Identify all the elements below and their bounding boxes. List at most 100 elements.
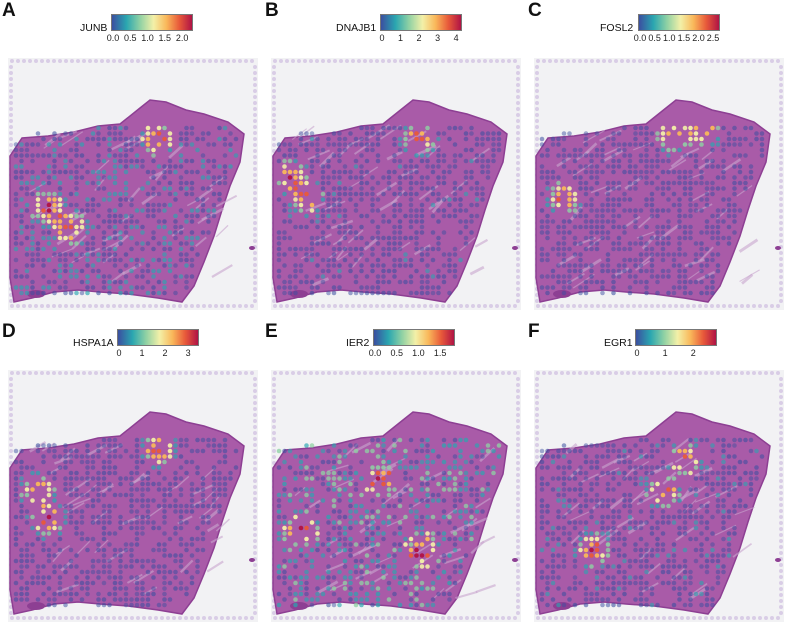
expression-spot (101, 257, 107, 263)
expression-spot (30, 514, 35, 520)
border-spot (516, 593, 520, 597)
expression-spot (178, 257, 184, 263)
expression-spot (282, 564, 287, 569)
expression-spot (474, 202, 480, 208)
expression-spot (195, 169, 200, 175)
expression-spot (627, 208, 633, 213)
expression-spot (145, 569, 151, 575)
expression-spot (381, 125, 386, 131)
border-spot (779, 575, 783, 579)
expression-spot (101, 580, 107, 586)
expression-spot (359, 520, 364, 525)
expression-spot (13, 169, 19, 175)
expression-spot (276, 241, 282, 246)
border-spot (64, 304, 68, 308)
expression-spot (293, 158, 298, 164)
expression-spot (348, 575, 353, 580)
expression-spot (633, 131, 638, 136)
expression-spot (655, 274, 660, 279)
expression-spot (282, 476, 287, 481)
expression-spot (68, 274, 74, 279)
expression-spot (370, 580, 375, 586)
expression-spot (469, 503, 474, 509)
expression-spot (298, 470, 304, 476)
expression-spot (85, 575, 90, 580)
expression-spot (57, 525, 63, 531)
expression-spot (682, 509, 688, 514)
expression-spot (96, 492, 101, 498)
expression-spot (671, 487, 677, 492)
expression-spot (726, 542, 732, 547)
expression-spot (671, 125, 677, 131)
expression-spot (704, 263, 710, 268)
expression-spot (704, 186, 710, 191)
expression-spot (561, 230, 567, 235)
expression-spot (228, 131, 233, 136)
expression-spot (293, 147, 298, 153)
expression-spot (326, 470, 331, 476)
expression-spot (293, 246, 298, 252)
expression-spot (326, 175, 331, 180)
expression-spot (545, 575, 550, 580)
expression-spot (68, 470, 74, 476)
border-spot (516, 497, 520, 501)
expression-spot (649, 142, 655, 147)
expression-spot (539, 487, 545, 492)
border-spot (16, 616, 20, 620)
expression-spot (622, 208, 627, 213)
expression-spot (304, 279, 309, 285)
expression-spot (704, 558, 710, 564)
legend-tick-label: 1.5 (677, 33, 691, 43)
expression-spot (622, 454, 627, 459)
expression-spot (660, 131, 666, 136)
expression-spot (30, 219, 35, 224)
border-spot (321, 371, 325, 375)
expression-spot (309, 564, 315, 569)
expression-spot (348, 268, 353, 274)
expression-spot (24, 191, 30, 197)
expression-spot (298, 525, 304, 531)
border-spot (399, 304, 403, 308)
expression-spot (627, 492, 633, 498)
expression-spot (539, 191, 545, 197)
expression-spot (572, 553, 578, 558)
border-spot (88, 616, 92, 620)
border-spot (716, 304, 720, 308)
expression-spot (276, 235, 282, 241)
expression-spot (52, 487, 57, 492)
border-spot (16, 371, 20, 375)
expression-spot (184, 257, 189, 263)
border-spot (535, 65, 539, 69)
border-spot (662, 616, 666, 620)
expression-spot (611, 514, 616, 520)
expression-spot (287, 175, 293, 180)
expression-spot (189, 542, 195, 547)
expression-spot (726, 465, 732, 470)
border-spot (9, 125, 13, 129)
expression-spot (578, 164, 583, 169)
expression-spot (206, 175, 211, 180)
expression-spot (677, 263, 682, 268)
border-spot (100, 304, 104, 308)
expression-spot (107, 481, 112, 487)
border-spot (9, 413, 13, 417)
expression-spot (118, 564, 123, 569)
border-spot (253, 563, 257, 567)
expression-spot (370, 268, 375, 274)
expression-spot (726, 492, 732, 498)
expression-spot (699, 542, 704, 547)
expression-spot (195, 503, 200, 509)
border-spot (692, 304, 696, 308)
legend-title: IER2 (346, 337, 370, 349)
border-spot (779, 491, 783, 495)
border-spot (253, 587, 257, 591)
expression-spot (359, 586, 364, 591)
expression-spot (101, 459, 107, 465)
border-spot (9, 455, 13, 459)
expression-spot (578, 520, 583, 525)
expression-spot (660, 459, 666, 465)
expression-spot (578, 153, 583, 158)
expression-spot (276, 520, 282, 525)
expression-spot (441, 279, 447, 285)
expression-spot (655, 498, 660, 503)
